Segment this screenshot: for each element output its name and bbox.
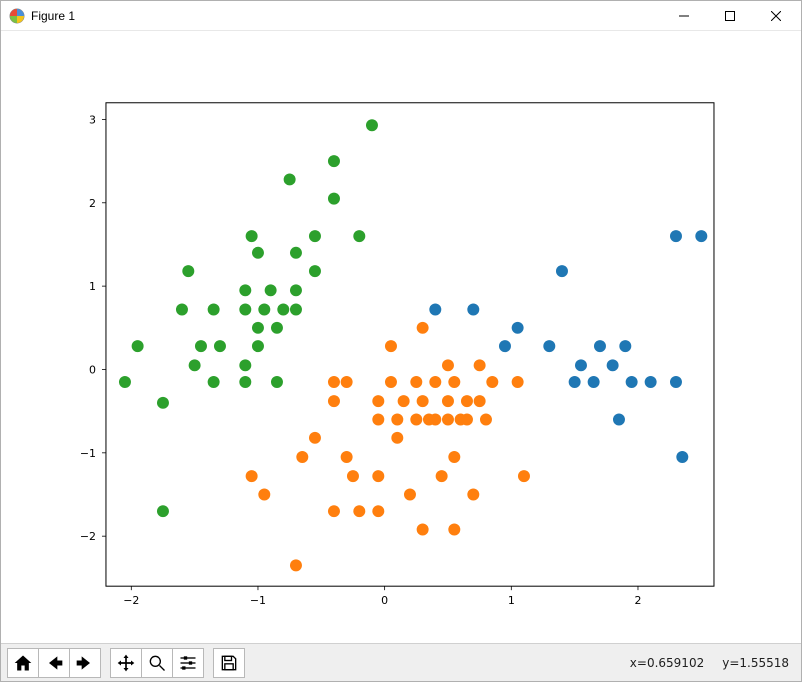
svg-text:2: 2 [634, 594, 641, 607]
back-button[interactable] [38, 648, 70, 678]
subplots-button[interactable] [172, 648, 204, 678]
svg-text:3: 3 [89, 113, 96, 126]
nav-toolbar: x=0.659102 y=1.55518 [1, 643, 801, 681]
zoom-button[interactable] [141, 648, 173, 678]
maximize-button[interactable] [707, 1, 753, 31]
pan-button[interactable] [110, 648, 142, 678]
svg-text:−1: −1 [250, 594, 266, 607]
figure-canvas[interactable]: −2 −1 0 1 2 −2 −1 0 1 2 3 [1, 31, 801, 643]
coord-y-value: 1.55518 [739, 656, 789, 670]
svg-text:1: 1 [508, 594, 515, 607]
forward-button[interactable] [69, 648, 101, 678]
cursor-coords: x=0.659102 y=1.55518 [630, 656, 795, 670]
window-title: Figure 1 [31, 9, 75, 23]
svg-text:−2: −2 [80, 530, 96, 543]
svg-text:1: 1 [89, 280, 96, 293]
scatter-plot: −2 −1 0 1 2 −2 −1 0 1 2 3 [1, 31, 801, 643]
coord-x-label: x= [630, 656, 647, 670]
app-icon [9, 8, 25, 24]
svg-text:−1: −1 [80, 447, 96, 460]
svg-text:2: 2 [89, 197, 96, 210]
coord-y-label: y= [722, 656, 739, 670]
home-button[interactable] [7, 648, 39, 678]
minimize-button[interactable] [661, 1, 707, 31]
svg-text:0: 0 [89, 363, 96, 376]
coord-x-value: 0.659102 [647, 656, 704, 670]
save-button[interactable] [213, 648, 245, 678]
close-button[interactable] [753, 1, 799, 31]
svg-text:−2: −2 [123, 594, 139, 607]
window-titlebar: Figure 1 [1, 1, 801, 31]
svg-text:0: 0 [381, 594, 388, 607]
